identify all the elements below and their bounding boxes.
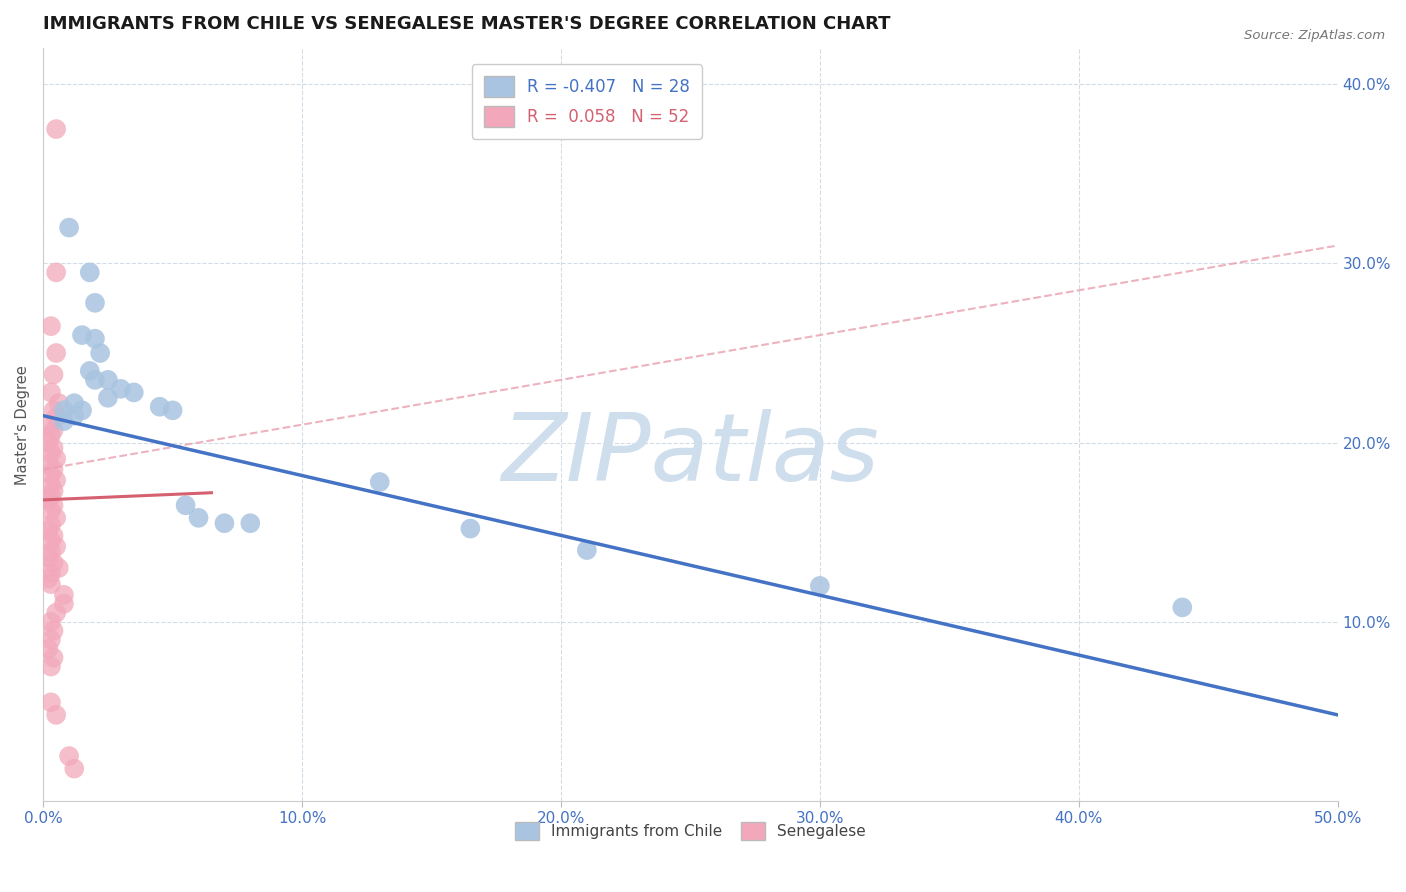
Point xyxy=(52,588,75,602)
Point xyxy=(45,473,67,487)
Point xyxy=(58,220,80,235)
Point xyxy=(39,319,62,334)
Point xyxy=(42,368,65,382)
Point xyxy=(63,409,86,423)
Point xyxy=(39,489,62,503)
Point xyxy=(39,534,62,549)
Point xyxy=(97,373,120,387)
Point xyxy=(575,543,598,558)
Point xyxy=(39,632,62,647)
Point xyxy=(39,385,62,400)
Point xyxy=(58,749,80,764)
Point xyxy=(42,556,65,570)
Point xyxy=(48,561,70,575)
Point xyxy=(48,396,70,410)
Point xyxy=(37,492,59,507)
Point xyxy=(187,511,209,525)
Point xyxy=(39,615,62,629)
Point xyxy=(39,545,62,559)
Point xyxy=(45,410,67,425)
Point xyxy=(42,624,65,638)
Point xyxy=(39,503,62,517)
Point xyxy=(37,550,59,565)
Point xyxy=(52,403,75,417)
Point xyxy=(89,346,111,360)
Point xyxy=(63,762,86,776)
Point xyxy=(79,364,101,378)
Point xyxy=(45,451,67,466)
Point xyxy=(39,566,62,581)
Point xyxy=(122,385,145,400)
Point xyxy=(110,382,132,396)
Point xyxy=(42,650,65,665)
Point xyxy=(52,597,75,611)
Legend: Immigrants from Chile, Senegalese: Immigrants from Chile, Senegalese xyxy=(509,816,872,846)
Point xyxy=(39,417,62,432)
Point xyxy=(460,522,482,536)
Point xyxy=(63,396,86,410)
Point xyxy=(45,707,67,722)
Point xyxy=(45,122,67,136)
Point xyxy=(39,659,62,673)
Point xyxy=(174,498,197,512)
Point xyxy=(37,457,59,471)
Point xyxy=(79,265,101,279)
Point xyxy=(70,328,93,343)
Point xyxy=(808,579,831,593)
Point xyxy=(42,423,65,437)
Point xyxy=(1171,600,1194,615)
Point xyxy=(45,540,67,554)
Point xyxy=(39,478,62,492)
Point xyxy=(42,498,65,512)
Point xyxy=(45,346,67,360)
Point xyxy=(42,441,65,455)
Point xyxy=(84,332,107,346)
Point xyxy=(84,296,107,310)
Point xyxy=(39,695,62,709)
Point xyxy=(368,475,391,489)
Point xyxy=(39,428,62,442)
Point xyxy=(84,373,107,387)
Point xyxy=(37,524,59,538)
Text: IMMIGRANTS FROM CHILE VS SENEGALESE MASTER'S DEGREE CORRELATION CHART: IMMIGRANTS FROM CHILE VS SENEGALESE MAST… xyxy=(44,15,890,33)
Point xyxy=(42,462,65,476)
Point xyxy=(97,391,120,405)
Y-axis label: Master's Degree: Master's Degree xyxy=(15,365,30,484)
Point xyxy=(149,400,172,414)
Point xyxy=(214,516,236,531)
Point xyxy=(45,606,67,620)
Point xyxy=(37,641,59,656)
Point xyxy=(42,529,65,543)
Point xyxy=(39,467,62,482)
Point xyxy=(52,414,75,428)
Text: ZIPatlas: ZIPatlas xyxy=(502,409,879,500)
Point xyxy=(70,403,93,417)
Point xyxy=(37,572,59,586)
Point xyxy=(39,518,62,533)
Point xyxy=(39,446,62,460)
Point xyxy=(45,511,67,525)
Text: Source: ZipAtlas.com: Source: ZipAtlas.com xyxy=(1244,29,1385,42)
Point xyxy=(42,483,65,498)
Point xyxy=(37,435,59,450)
Point xyxy=(162,403,184,417)
Point xyxy=(239,516,262,531)
Point xyxy=(39,577,62,591)
Point xyxy=(45,265,67,279)
Point xyxy=(42,403,65,417)
